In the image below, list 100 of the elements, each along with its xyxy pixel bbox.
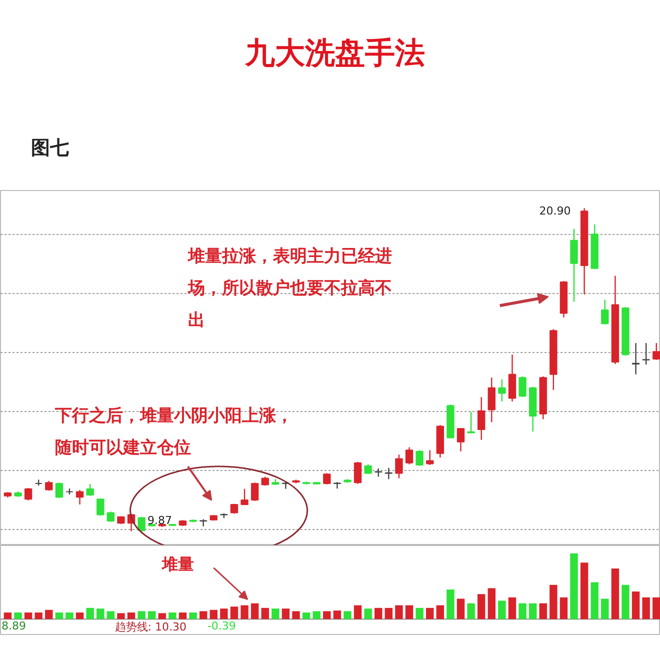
bar	[590, 582, 598, 620]
bar	[168, 612, 176, 620]
candlestick	[426, 450, 434, 466]
candlestick	[76, 489, 84, 506]
candlestick	[138, 516, 146, 534]
candlestick	[477, 396, 486, 440]
candlestick	[323, 472, 331, 486]
bar	[86, 608, 94, 620]
candlestick	[240, 488, 248, 506]
candlestick	[642, 342, 650, 366]
bar	[148, 611, 156, 620]
bar	[272, 608, 280, 620]
candlestick	[45, 480, 53, 492]
bar	[199, 611, 208, 620]
bar	[189, 612, 197, 620]
annotation: 堆量拉涨，表明主力已经进场，所以散户也要不拉高不出	[186, 246, 392, 331]
bar	[178, 612, 187, 620]
candlestick	[498, 378, 506, 402]
bar	[467, 603, 475, 620]
text: 8.89	[2, 619, 26, 632]
text: -0.39	[207, 619, 236, 632]
candlestick	[395, 454, 403, 479]
candlestick	[456, 427, 465, 452]
candlestick	[24, 487, 32, 501]
bar	[323, 611, 331, 620]
candlestick	[199, 518, 208, 527]
bar	[127, 612, 136, 620]
bar	[240, 605, 248, 620]
bar	[426, 608, 434, 620]
candlestick	[652, 342, 660, 360]
bar	[138, 611, 146, 620]
bar	[364, 608, 372, 620]
bar	[416, 608, 424, 620]
bar	[384, 608, 393, 620]
bar	[518, 603, 526, 620]
candlestick	[55, 482, 64, 499]
bar	[292, 611, 300, 620]
bar	[611, 568, 620, 620]
candlestick	[601, 299, 609, 326]
bar	[446, 590, 454, 620]
bar	[477, 594, 486, 620]
candlestick	[333, 481, 342, 490]
bar	[24, 612, 32, 620]
bar	[601, 598, 609, 620]
text: 趋势线: 10.30	[114, 620, 186, 634]
bar	[55, 612, 64, 620]
candlestick	[488, 376, 496, 423]
candlestick	[250, 482, 259, 502]
candlestick	[364, 464, 372, 474]
candlestick	[416, 450, 424, 466]
candlestick	[354, 461, 362, 484]
bar	[354, 605, 362, 620]
bar	[261, 608, 269, 620]
bar	[312, 611, 320, 620]
bar	[106, 611, 115, 620]
bar	[230, 606, 238, 620]
bar	[4, 612, 12, 620]
bar	[550, 584, 558, 620]
bar	[632, 591, 640, 620]
bar	[580, 562, 588, 620]
candlestick	[96, 498, 104, 516]
bar	[652, 597, 660, 620]
bar	[76, 612, 84, 620]
bar	[333, 610, 342, 620]
bar	[436, 605, 444, 620]
bar	[528, 603, 537, 620]
chart-subtitle: 图七	[31, 136, 69, 161]
bar	[14, 612, 22, 620]
bar	[570, 553, 578, 620]
annotation: 堆量	[161, 554, 194, 574]
bar	[642, 597, 650, 620]
bar	[250, 603, 259, 620]
bar	[96, 608, 104, 620]
candlestick	[508, 354, 516, 402]
bar	[560, 597, 568, 620]
bar	[395, 605, 403, 620]
bar	[622, 584, 630, 620]
bar	[158, 613, 166, 620]
annotation: 20.90	[539, 204, 571, 218]
bar	[405, 605, 414, 620]
candlestick	[405, 446, 414, 465]
bar	[302, 612, 310, 620]
candlestick	[467, 411, 475, 434]
bar	[498, 600, 506, 620]
bar	[456, 598, 465, 620]
bar	[539, 603, 547, 620]
bar	[34, 612, 42, 620]
chart-title: 九大洗盘手法	[245, 35, 425, 73]
candlestick	[106, 510, 115, 522]
annotation: 下行之后，堆量小阴小阳上涨，随时可以建立仓位	[54, 406, 294, 458]
bar	[210, 610, 218, 620]
annotation: 9.87	[148, 514, 172, 528]
bar	[508, 597, 516, 620]
bar	[282, 608, 290, 620]
bar	[117, 613, 125, 620]
candlestick	[632, 342, 640, 375]
bar	[488, 588, 496, 620]
bar	[344, 611, 352, 620]
candlestick	[570, 228, 578, 302]
bar	[45, 610, 53, 620]
